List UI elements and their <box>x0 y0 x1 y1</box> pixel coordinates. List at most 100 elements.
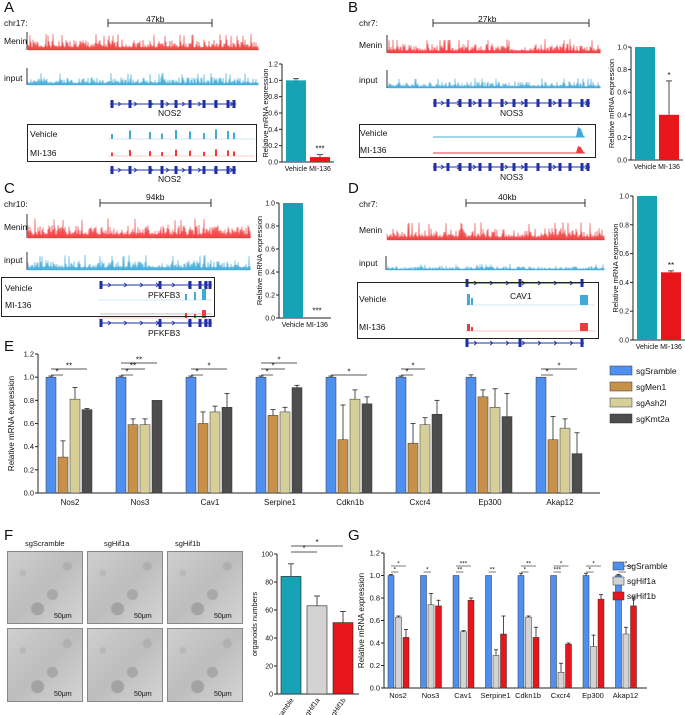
lane-box-a <box>27 124 257 162</box>
gene-exon <box>226 166 230 174</box>
y-tick-label: 1.0 <box>617 45 627 52</box>
x-tick-label: Akap12 <box>613 691 638 700</box>
x-tick-label: Nos2 <box>389 691 407 700</box>
track-label-menin-d: Menin <box>359 225 383 235</box>
y-tick-label: 0.8 <box>370 594 380 603</box>
gene-exon <box>500 163 504 171</box>
significance-label: * <box>592 561 595 568</box>
gene-arrow <box>181 167 186 173</box>
x-tick-label: MI-136 <box>306 322 328 329</box>
gene-exon <box>110 100 114 108</box>
lane-label-mi136-c: MI-136 <box>5 300 32 310</box>
y-tick-label: 80 <box>265 580 273 587</box>
gene-arrow <box>569 340 574 346</box>
bar-sgkmt2a-cav1 <box>221 407 233 494</box>
scale-label-a: 47kb <box>146 14 165 24</box>
lane-peak <box>129 130 131 139</box>
y-tick-label: 0.6 <box>370 616 380 625</box>
scale-label-d: 40kb <box>498 192 517 202</box>
y-tick-label: 0 <box>269 692 273 699</box>
gene-arrow <box>473 280 478 286</box>
gene-label-c-2: PFKFB3 <box>148 328 181 338</box>
scalebar-5: 50μm <box>134 691 152 698</box>
y-axis-label: Relative mRNA expression <box>611 223 620 312</box>
gene-exon <box>202 166 206 174</box>
gene-exon <box>174 100 178 108</box>
track-label-input-d: input <box>359 258 378 268</box>
gene-exon <box>465 339 469 347</box>
track-label-menin-b: Menin <box>359 40 383 50</box>
lane-label-mi136-b: MI-136 <box>360 145 387 155</box>
legend-swatch <box>609 365 633 376</box>
bar-sghif1a-serpine1 <box>492 655 500 689</box>
gene-arrow <box>520 164 525 170</box>
x-tick-label: Nos3 <box>422 691 440 700</box>
x-tick-label: Nos2 <box>61 498 80 507</box>
chart-f: 0 20 40 60 80 100 organoids numbers sgScramble s… <box>250 538 359 715</box>
scalebar-6: 50μm <box>214 691 232 698</box>
chr-label-b: chr7: <box>359 18 378 28</box>
gene-exon <box>99 281 103 289</box>
lane-peak <box>129 150 131 156</box>
significance-label: ** <box>490 567 496 574</box>
bar-sgmen1-cdkn1b <box>337 439 349 494</box>
gene-exon <box>128 166 132 174</box>
bar-sghif1a-ep300 <box>590 646 597 689</box>
panel-letter-a: A <box>4 0 15 16</box>
lane-peak <box>161 152 163 156</box>
gene-exon <box>99 319 103 327</box>
genome-svg-c <box>26 199 251 327</box>
gene-arrow <box>552 100 557 106</box>
scalebar-4: 50μm <box>54 691 72 698</box>
legend-swatch <box>609 381 633 392</box>
gene-exon <box>458 99 462 107</box>
gene-arrow <box>505 280 510 286</box>
gene-exon <box>208 281 212 289</box>
bar-sgash2l-cxcr4 <box>419 424 431 494</box>
y-tick-label: 0.0 <box>24 489 34 498</box>
significance-label: * <box>315 538 318 547</box>
x-tick-label: Ep300 <box>582 691 604 700</box>
y-tick-label: 0.2 <box>370 661 380 670</box>
bar-sgsramble-akap12 <box>535 376 547 494</box>
lane-peak <box>203 133 205 139</box>
gene-exon <box>488 99 492 107</box>
y-tick-label: 100 <box>261 552 273 559</box>
gene-arrow <box>181 101 186 107</box>
x-tick-label: Vehicle <box>634 164 657 171</box>
gene-exon <box>580 99 584 107</box>
gene-arrow <box>440 100 445 106</box>
legend-label: sgHif1b <box>627 591 656 601</box>
y-tick-label: 0.2 <box>265 293 275 300</box>
gene-exon <box>158 281 162 289</box>
panel-letter-f: F <box>4 527 14 544</box>
y-axis-label: Relative mRNA expression <box>357 573 366 668</box>
legend-label: sgHif1a <box>627 576 656 586</box>
x-tick-label: Cdkn1b <box>336 498 364 507</box>
x-tick-label: Serpine1 <box>480 691 510 700</box>
significance-label: * <box>397 561 400 568</box>
y-tick-label: 0.8 <box>617 67 627 74</box>
significance-label: * <box>125 368 128 377</box>
track-label-input-c: input <box>4 255 23 265</box>
y-tick-label: 1.0 <box>268 78 278 85</box>
legend-swatch <box>609 397 633 408</box>
x-tick-label: Serpine1 <box>264 498 297 507</box>
x-tick-label: Cxcr4 <box>410 498 431 507</box>
chip-signal <box>27 34 259 51</box>
bar-sghif1b-nos3 <box>435 605 442 689</box>
bar-sgmen1-akap12 <box>547 439 559 494</box>
photo-label-sgscramble: sgScramble <box>25 539 65 548</box>
bar-sghif1b-cav1 <box>467 600 475 689</box>
gene-arrow <box>569 280 574 286</box>
y-tick-label: 0.8 <box>268 94 278 101</box>
significance-label: * <box>302 544 305 553</box>
gene-arrow <box>552 164 557 170</box>
bar-sgsramble-cdkn1b <box>517 575 525 689</box>
bar-sgmen1-nos3 <box>127 424 139 494</box>
significance-label: * <box>405 368 408 377</box>
significance-label: * <box>560 561 563 568</box>
y-tick-label: 1.2 <box>268 62 278 69</box>
gene-arrow <box>133 167 138 173</box>
y-tick-label: 0.8 <box>619 222 629 229</box>
